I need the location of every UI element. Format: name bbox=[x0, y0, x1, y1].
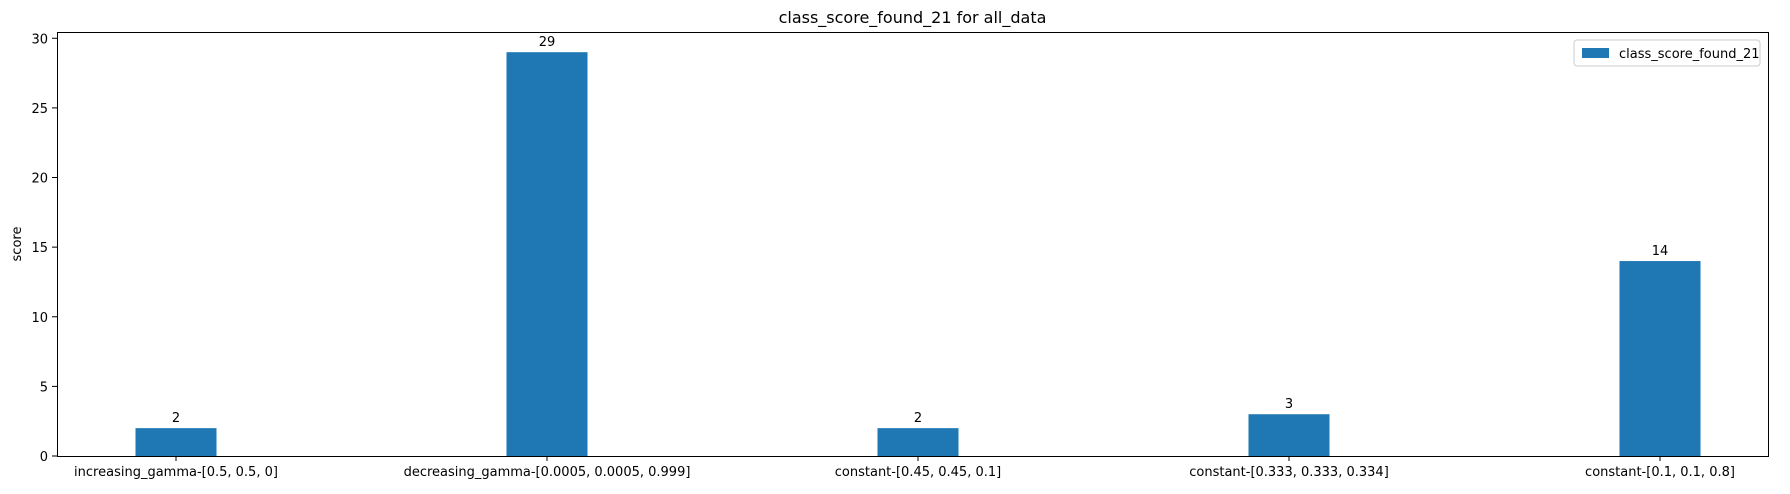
bar-value-label: 2 bbox=[172, 411, 180, 426]
bar-value-label: 29 bbox=[539, 35, 556, 50]
y-tick-label: 25 bbox=[31, 102, 48, 117]
legend: class_score_found_21 bbox=[1573, 39, 1761, 67]
bar-value-label: 2 bbox=[914, 411, 922, 426]
bar bbox=[1619, 261, 1701, 456]
legend-box bbox=[1573, 39, 1761, 67]
x-tick-label: constant-[0.45, 0.45, 0.1] bbox=[835, 465, 1001, 480]
y-axis-ticks: 0 5 10 15 20 25 30 bbox=[31, 32, 57, 465]
y-tick-label: 0 bbox=[40, 450, 48, 465]
chart-title: class_score_found_21 for all_data bbox=[779, 8, 1047, 28]
value-labels-layer: 2 29 2 3 14 bbox=[172, 35, 1668, 426]
y-axis-label: score bbox=[10, 227, 25, 262]
legend-swatch bbox=[1582, 48, 1609, 58]
bar-value-label: 14 bbox=[1652, 244, 1669, 259]
x-axis-ticks: increasing_gamma-[0.5, 0.5, 0] decreasing… bbox=[74, 456, 1735, 480]
y-tick-label: 15 bbox=[31, 241, 48, 256]
bar bbox=[506, 52, 588, 456]
bar bbox=[877, 428, 959, 456]
x-tick-label: decreasing_gamma-[0.0005, 0.0005, 0.999] bbox=[404, 465, 691, 480]
plot-frame bbox=[57, 32, 1769, 457]
y-tick-label: 10 bbox=[31, 311, 48, 326]
y-tick-label: 30 bbox=[31, 32, 48, 47]
y-tick-label: 20 bbox=[31, 172, 48, 187]
legend-label: class_score_found_21 bbox=[1619, 47, 1760, 62]
x-tick-label: constant-[0.333, 0.333, 0.334] bbox=[1189, 465, 1389, 480]
x-tick-label: increasing_gamma-[0.5, 0.5, 0] bbox=[74, 465, 278, 480]
y-tick-label: 5 bbox=[40, 380, 48, 395]
bar bbox=[1248, 414, 1330, 456]
bars-layer bbox=[135, 52, 1701, 456]
x-tick-label: constant-[0.1, 0.1, 0.8] bbox=[1585, 465, 1735, 480]
bar bbox=[135, 428, 217, 456]
bar-value-label: 3 bbox=[1285, 397, 1293, 412]
